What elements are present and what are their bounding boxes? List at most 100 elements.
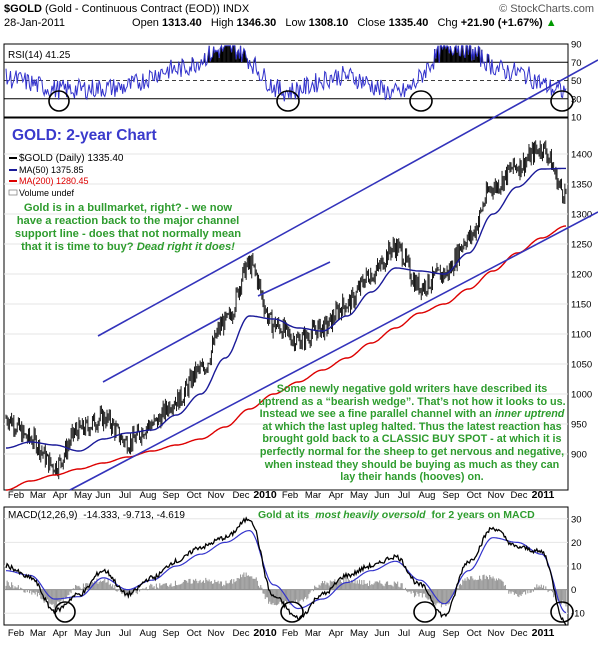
month-label: Mar (30, 628, 46, 639)
macd-note-italic: most heavily oversold (315, 509, 426, 521)
month-label: 2011 (532, 489, 555, 501)
annotation-bullmarket-italic: Dead right it does! (136, 241, 235, 253)
month-label: Oct (467, 490, 482, 501)
highlight-circle (276, 90, 300, 112)
month-label: Dec (511, 628, 528, 639)
month-label: Feb (282, 628, 298, 639)
month-label: Apr (329, 628, 344, 639)
chart-header-row1: $GOLD (Gold - Continuous Contract (EOD))… (4, 3, 249, 15)
price-tick-label: 1050 (571, 360, 592, 371)
ma200-line (6, 225, 567, 491)
highlight-circle (413, 601, 437, 623)
month-axis-macd: Feb Mar Apr May Jun Jul Aug Sep Oct Nov Dec 2010 Feb… (8, 627, 555, 639)
price-tick-label: 1000 (571, 390, 592, 401)
month-label: May (350, 628, 368, 639)
close-value: 1335.40 (388, 17, 429, 29)
annotation-wedge: Some newly negative gold writers have de… (256, 383, 568, 484)
month-label: Jul (398, 490, 410, 501)
price-legend: $GOLD (Daily) 1335.40 MA(50) 1375.85 MA(… (8, 153, 124, 198)
price-tick-label: 1250 (571, 240, 592, 251)
month-label: 2010 (253, 489, 277, 501)
rsi-tick-label: 70 (571, 58, 582, 69)
month-label: Mar (305, 490, 321, 501)
price-tick-label: 900 (571, 450, 587, 461)
high-value: 1346.30 (236, 17, 277, 29)
chart-header-row2: 28-Jan-2011 Open 1313.40 High 1346.30 Lo… (4, 17, 557, 29)
macd-panel: 30 20 10 0 -10 MACD(12,26,9) -14.333, -9.713… (3, 506, 585, 626)
month-label: Jun (95, 628, 110, 639)
month-label: Dec (233, 628, 250, 639)
rsi-ticks: 90 70 50 30 10 (571, 40, 582, 124)
stockcharts-credit[interactable]: © StockCharts.com (499, 3, 594, 15)
month-label: Mar (305, 628, 321, 639)
channel-lines (69, 59, 598, 491)
open-label: Open (132, 17, 159, 29)
month-label: Jun (374, 490, 389, 501)
month-label: Apr (53, 628, 68, 639)
month-label: Oct (187, 628, 202, 639)
month-axis-price: Feb Mar Apr May Jun Jul Aug Sep Oct Nov Dec 2010 Feb… (8, 489, 555, 501)
month-label: Mar (30, 490, 46, 501)
annotation-wedge-text-a: Some newly negative gold writers have de… (258, 383, 566, 421)
legend-ma50: MA(50) 1375.85 (19, 165, 84, 175)
chg-up-arrow: ▲ (545, 17, 557, 29)
price-tick-label: 950 (571, 420, 587, 431)
rsi-tick-label: 30 (571, 94, 582, 105)
annotation-bullmarket: Gold is in a bullmarket, right? - we now… (12, 202, 244, 254)
month-label: Nov (208, 490, 225, 501)
high-label: High (210, 17, 234, 29)
month-label: Apr (53, 490, 68, 501)
annotation-wedge-italic: inner uptrend (494, 408, 565, 421)
rsi-tick-label: 50 (571, 76, 582, 87)
price-tick-label: 1300 (571, 210, 592, 221)
highlight-circle (54, 601, 76, 623)
rsi-legend: RSI(14) 41.25 (8, 50, 71, 61)
rsi-panel: 90 70 50 30 10 RSI(14) 41.25 (3, 40, 582, 124)
ma50-line (6, 167, 566, 452)
month-label: Sep (443, 490, 460, 501)
month-label: Nov (488, 628, 505, 639)
price-tick-label: 1150 (571, 300, 591, 311)
legend-swatch-gold (9, 157, 17, 159)
month-label: Jul (119, 628, 131, 639)
chg-value: +21.90 (+1.67%) (460, 17, 543, 29)
price-ticks: 1400 1350 1300 1250 1200 1150 1100 1050 1000 950 9… (571, 150, 592, 461)
legend-swatch-ma50 (9, 169, 17, 171)
month-label: Sep (163, 628, 180, 639)
month-label: Dec (233, 490, 250, 501)
month-label: Aug (419, 628, 436, 639)
channel-line (69, 211, 598, 491)
highlight-circles (48, 90, 574, 623)
month-label: Feb (282, 490, 298, 501)
macd-note: Gold at its most heavily oversold for 2 … (258, 509, 535, 521)
macd-legend-values: -14.333, -9.713, -4.619 (83, 510, 185, 521)
month-label: Aug (419, 490, 436, 501)
macd-tick-label: 30 (571, 514, 582, 525)
exchange: INDX (222, 3, 250, 15)
chart-title: GOLD: 2-year Chart (12, 127, 157, 144)
macd-tick-label: -10 (571, 609, 585, 620)
month-label: May (74, 490, 92, 501)
month-label: Nov (488, 490, 505, 501)
month-label: Sep (163, 490, 180, 501)
legend-ma200: MA(200) 1280.45 (19, 176, 89, 186)
month-label: Jun (95, 490, 110, 501)
highlight-circle (550, 90, 574, 112)
price-grid (4, 153, 568, 455)
channel-line (102, 317, 221, 383)
price-tick-label: 1350 (571, 180, 592, 191)
month-label: Aug (140, 490, 157, 501)
rsi-tick-label: 10 (571, 113, 582, 124)
symbol: $GOLD (4, 3, 42, 15)
annotation-wedge-text-b: at which the last upleg halted. Thus the… (259, 420, 565, 484)
legend-volume: Volume undef (19, 188, 75, 198)
macd-tick-label: 0 (571, 585, 576, 596)
legend-gold: $GOLD (Daily) 1335.40 (19, 153, 124, 164)
month-label: May (350, 490, 368, 501)
price-tick-label: 1400 (571, 150, 592, 161)
channel-line (257, 261, 331, 297)
price-tick-label: 1100 (571, 330, 591, 341)
month-label: Oct (187, 490, 202, 501)
month-label: Jul (398, 628, 410, 639)
price-tick-label: 1200 (571, 270, 592, 281)
